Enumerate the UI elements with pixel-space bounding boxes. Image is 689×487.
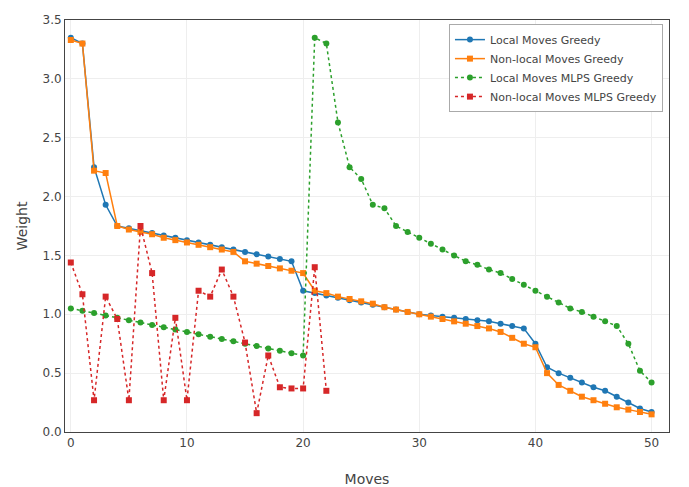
svg-text:3.0: 3.0 <box>43 72 62 86</box>
svg-text:30: 30 <box>412 436 427 450</box>
svg-text:2.5: 2.5 <box>43 131 62 145</box>
svg-text:10: 10 <box>179 436 194 450</box>
svg-text:2.0: 2.0 <box>43 190 62 204</box>
svg-text:Local Moves MLPS Greedy: Local Moves MLPS Greedy <box>490 72 634 85</box>
svg-text:0.0: 0.0 <box>43 425 62 439</box>
svg-text:Weight: Weight <box>14 201 30 250</box>
svg-text:50: 50 <box>644 436 659 450</box>
svg-text:0.5: 0.5 <box>43 366 62 380</box>
svg-text:Non-local Moves MLPS Greedy: Non-local Moves MLPS Greedy <box>490 91 657 104</box>
svg-text:20: 20 <box>295 436 310 450</box>
svg-text:Local Moves Greedy: Local Moves Greedy <box>490 34 601 47</box>
svg-text:1.5: 1.5 <box>43 249 62 263</box>
svg-text:3.5: 3.5 <box>43 13 62 27</box>
svg-text:Non-local Moves Greedy: Non-local Moves Greedy <box>490 53 624 66</box>
svg-text:Moves: Moves <box>345 471 390 487</box>
svg-text:0: 0 <box>67 436 75 450</box>
svg-text:1.0: 1.0 <box>43 307 62 321</box>
svg-text:40: 40 <box>528 436 543 450</box>
